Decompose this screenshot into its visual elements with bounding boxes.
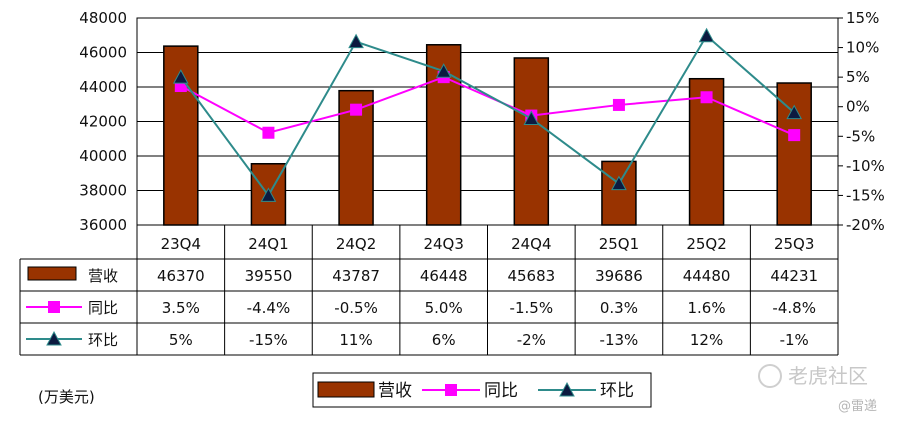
- table-cell-value: 0.3%: [600, 299, 638, 317]
- left-axis-tick-label: 36000: [79, 216, 127, 234]
- x-axis-category-label: 24Q3: [423, 235, 463, 253]
- table-cell-value: 46370: [157, 267, 205, 285]
- x-axis-category-label: 25Q3: [774, 235, 814, 253]
- yoy-point: [262, 126, 275, 139]
- table-cell-value: -4.4%: [247, 299, 291, 317]
- qoq-point: [348, 33, 364, 49]
- table-cell-value: 6%: [432, 331, 456, 349]
- right-axis-tick-label: -5%: [846, 127, 875, 145]
- yoy-point: [700, 91, 713, 104]
- table-cell-value: 39550: [245, 267, 293, 285]
- watermark: 老虎社区 @雷递: [758, 364, 877, 414]
- growth-lines: [172, 27, 803, 202]
- left-axis-tick-label: 48000: [79, 9, 127, 27]
- qoq-point: [435, 63, 452, 78]
- table-cell-value: 45683: [507, 267, 555, 285]
- table-cell-value: 44480: [683, 267, 731, 285]
- qoq-point: [523, 110, 540, 126]
- table-swatch-revenue: [27, 266, 77, 281]
- unit-label: (万美元): [38, 388, 95, 406]
- table-cell-value: 3.5%: [162, 299, 200, 317]
- yoy-point: [612, 98, 625, 111]
- legend-marker-yoy: [445, 384, 457, 396]
- qoq-point: [698, 27, 715, 43]
- table-marker-yoy: [48, 301, 60, 313]
- right-axis-tick-label: 5%: [846, 68, 870, 86]
- right-axis-tick-label: 10%: [846, 39, 879, 57]
- revenue-bar: [513, 57, 550, 226]
- table-cell-value: 5%: [169, 331, 193, 349]
- watermark-text: 老虎社区: [788, 364, 868, 388]
- table-cell-value: 46448: [420, 267, 468, 285]
- table-row-label-yoy: 同比: [88, 299, 118, 317]
- yoy-series-line: [180, 76, 795, 137]
- table-cell-value: -13%: [600, 331, 639, 349]
- yoy-point: [350, 103, 363, 116]
- x-axis-category-label: 25Q2: [686, 235, 726, 253]
- table-cell-value: 5.0%: [425, 299, 463, 317]
- table-cell-value: -1.5%: [510, 299, 554, 317]
- legend-label-yoy: 同比: [484, 381, 518, 401]
- table-cell-value: -1%: [780, 331, 809, 349]
- left-axis-tick-label: 44000: [79, 78, 127, 96]
- qoq-point: [786, 104, 803, 120]
- revenue-bar: [776, 82, 812, 226]
- right-axis-tick-label: -20%: [846, 216, 885, 234]
- qoq-point: [611, 175, 627, 191]
- watermark-sub: @雷递: [838, 399, 877, 414]
- watermark-logo-icon: [758, 364, 782, 388]
- left-axis-tick-label: 40000: [79, 147, 127, 165]
- x-axis-category-label: 24Q1: [248, 235, 288, 253]
- x-axis-category-label: 25Q1: [599, 235, 639, 253]
- revenue-bars: [163, 44, 812, 226]
- table-cell-value: 11%: [339, 331, 372, 349]
- x-axis-category-label: 23Q4: [161, 235, 201, 253]
- revenue-bar: [163, 45, 199, 226]
- axes: 48000 46000 44000 42000 40000 38000 36000 15% 10…: [79, 9, 884, 234]
- revenue-bar: [601, 160, 637, 226]
- table-cell-value: -4.8%: [772, 299, 816, 317]
- table-cell-value: 1.6%: [688, 299, 726, 317]
- qoq-point: [260, 187, 277, 202]
- table-row-label-qoq: 环比: [88, 331, 118, 349]
- table-cell-value: -2%: [517, 331, 546, 349]
- left-axis-tick-label: 38000: [79, 182, 127, 200]
- table-cell-value: -0.5%: [334, 299, 378, 317]
- table-cell-value: 39686: [595, 267, 643, 285]
- right-axis-tick-label: 0%: [846, 98, 870, 116]
- right-axis-tick-label: 15%: [846, 9, 879, 27]
- legend-label-revenue: 营收: [378, 381, 412, 401]
- left-axis-tick-label: 46000: [79, 44, 127, 62]
- table-row-label-revenue: 营收: [88, 267, 118, 285]
- x-axis-category-label: 24Q2: [336, 235, 376, 253]
- legend-label-qoq: 环比: [600, 381, 634, 401]
- right-axis-tick-label: -10%: [846, 157, 885, 175]
- table-cell-value: 43787: [332, 267, 380, 285]
- table-marker-qoq: [46, 330, 62, 346]
- right-axis-tick-label: -15%: [846, 186, 885, 204]
- legend-marker-qoq: [559, 381, 575, 397]
- table-cell-value: 12%: [690, 331, 723, 349]
- yoy-point: [788, 129, 801, 142]
- table-cell-value: -15%: [249, 331, 288, 349]
- legend: 营收 同比 环比: [312, 372, 652, 408]
- qoq-point: [172, 69, 189, 84]
- legend-swatch-revenue: [317, 381, 375, 398]
- table-cell-value: 44231: [770, 267, 818, 285]
- left-axis-tick-label: 42000: [79, 113, 127, 131]
- qoq-series-line: [180, 34, 795, 198]
- x-axis-category-label: 24Q4: [511, 235, 551, 253]
- gridlines: [136, 17, 839, 226]
